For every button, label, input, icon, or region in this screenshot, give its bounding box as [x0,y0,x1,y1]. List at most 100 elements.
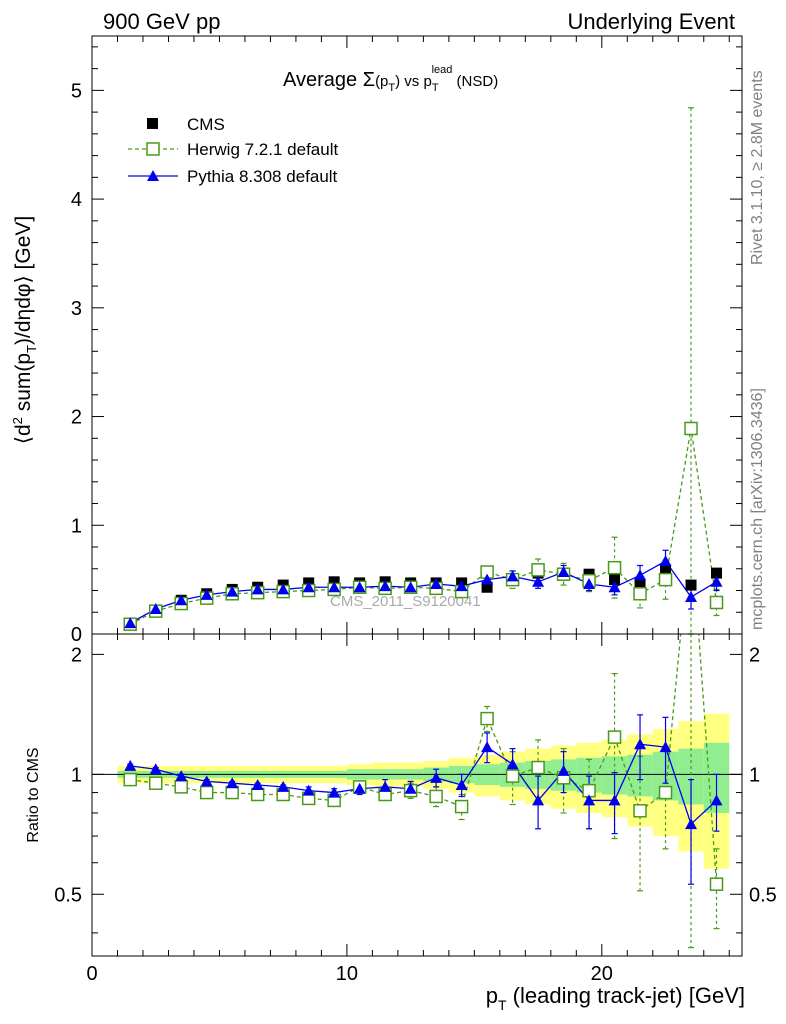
ratio-herwig-point [505,769,520,783]
pythia-point [251,583,264,595]
ratio-pythia-point [175,770,188,782]
pythia-point [328,581,341,593]
legend-herwig-label: Herwig 7.2.1 default [187,140,338,159]
mcplots-label: mcplots.cern.ch [arXiv:1306.3436] [749,388,766,630]
ratio-pythia-point [710,794,723,806]
ratio-y-tick-label-left: 2 [71,644,82,666]
pythia-point [532,575,545,587]
top-y-axis-label: ⟨d2 sum(pT)/dηdφ⟩ [GeV] [10,216,39,444]
ratio-pythia-point [481,741,494,753]
legend: CMS Herwig 7.2.1 default Pythia 8.308 de… [128,115,338,186]
pythia-point [481,573,494,585]
ratio-herwig-line [130,634,718,885]
ratio-pythia-point [583,794,596,806]
cms-point [481,581,493,593]
ratio-pythia-point [634,738,647,750]
pythia-point [175,594,188,606]
ratio-pythia-point [532,794,545,806]
cms-point [685,579,697,591]
legend-cms-label: CMS [187,115,225,134]
ratio-plot-frame [91,633,743,957]
pythia-point [302,581,315,593]
ratio-herwig-point [633,804,647,818]
ratio-pythia-point [404,782,417,794]
ratio-herwig-point [148,776,163,790]
ratio-pythia-point [353,782,366,794]
ratio-pythia-point [302,784,315,796]
ratio-y-axis-label: Ratio to CMS [25,747,42,842]
ratio-herwig-point [174,780,188,794]
legend-pythia-label: Pythia 8.308 default [187,167,338,186]
ratio-pythia-point [506,758,519,770]
y-tick-label: 4 [71,189,82,211]
ratio-pythia-point [277,780,290,792]
ratio-pythia-point [251,779,264,791]
legend-cms-marker [147,118,158,129]
pythia-point [685,591,698,603]
pythia-point [557,566,570,578]
ratio-pythia-point [685,818,698,830]
ratio-pythia-line [130,743,717,826]
ratio-y-tick-label-left: 0.5 [54,884,82,906]
ratio-y-tick-label-left: 1 [71,764,82,786]
x-tick-label: 10 [336,963,358,985]
herwig-point [709,595,724,610]
ratio-herwig-point [531,760,545,775]
top-title: Average Σ(pT) vs pTlead (NSD) [283,64,498,94]
x-tick-label: 20 [591,963,613,985]
herwig-point [531,563,545,577]
ratio-pythia-point [328,786,341,798]
y-tick-label: 2 [71,407,82,429]
pythia-point [659,555,672,567]
pythia-point [506,570,519,582]
pythia-point [583,577,596,589]
ratio-herwig-point [480,711,494,726]
pythia-point [353,581,366,593]
cms-point [609,574,621,586]
x-axis-label: pT (leading track-jet) [GeV] [486,983,745,1013]
header-left: 900 GeV pp [103,9,220,34]
ratio-herwig-point [123,772,137,787]
ratio-pythia-point [226,777,239,789]
pythia-point [124,617,137,629]
ratio-herwig-point [658,785,673,800]
ratio-pythia-point [149,763,162,775]
legend-pythia-marker [147,170,159,181]
cms-point [634,578,646,590]
pythia-point [379,580,392,592]
header-right: Underlying Event [567,9,735,34]
herwig-point [607,560,622,575]
x-tick-label: 0 [86,963,97,985]
ratio-herwig-point [199,785,214,800]
pythia-point [277,583,290,595]
cms-point [660,564,672,576]
ratio-herwig-point [429,789,443,804]
herwig-point [684,421,698,436]
y-tick-label: 3 [71,298,82,320]
pythia-point [200,588,213,600]
ratio-clipped-group [130,634,718,885]
ratio-pythia-point [379,780,392,792]
herwig-point [633,587,647,601]
legend-herwig-marker [146,142,160,156]
pythia-point [710,575,723,587]
ratio-y-tick-label-right: 0.5 [749,884,777,906]
pythia-point [430,577,443,589]
ratio-y-tick-label-right: 2 [749,644,760,666]
ratio-herwig-point [454,799,469,814]
rivet-label: Rivet 3.1.10, ≥ 2.8M events [749,70,766,265]
y-tick-label: 5 [71,80,82,102]
ratio-pythia-point [455,779,468,791]
ratio-herwig-point [709,877,724,891]
ratio-pythia-point [659,741,672,753]
cms-point [711,567,723,579]
herwig-point [658,572,673,587]
pythia-point [608,581,621,593]
ratio-pythia-point [430,771,443,783]
y-tick-label: 1 [71,515,82,537]
ratio-herwig-point [607,730,622,744]
y-tick-label: 0 [71,624,82,646]
watermark: CMS_2011_S9120041 [330,593,481,610]
pythia-point [634,569,647,581]
